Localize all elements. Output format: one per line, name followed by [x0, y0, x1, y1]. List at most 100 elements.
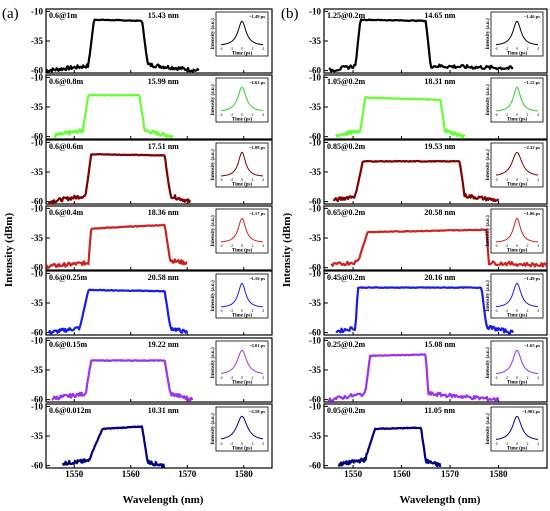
inset-tick-label: 0: [241, 376, 243, 380]
inset-y-label: Intensity (a.u.): [486, 413, 491, 445]
inset: ~1.16 ps Intensity (a.u.) Time (ps) -4 -2 0 2 4: [211, 273, 269, 319]
inset-fwhm-label: ~2.32 ps: [524, 145, 540, 150]
y-tick-label: -10: [309, 72, 321, 82]
inset-fwhm-label: ~1.16 ps: [249, 276, 265, 281]
bandwidth-label: 10.31 nm: [148, 406, 179, 415]
inset-pulse-trace: [220, 415, 264, 440]
inset: ~1.06 ps Intensity (a.u.) Time (ps) -4 -2 0 2 4: [486, 208, 544, 254]
subplot: -10 -35 -60 0.45@0.2m 20.16 nm ~1.49 ps Intens…: [309, 268, 548, 338]
inset-tick-label: 4: [537, 178, 539, 182]
bandwidth-label: 17.51 nm: [148, 142, 179, 151]
x-tick-label: 1580: [490, 469, 509, 479]
inset-frame: [490, 77, 544, 123]
spectrum-trace: [332, 159, 500, 203]
inset-tick-label: -4: [220, 47, 223, 51]
inset-tick-label: -4: [495, 178, 498, 182]
subplot: -10 -35 -60 0.6@1m 15.43 nm ~1.49 ps Intensity…: [31, 6, 273, 76]
inset-y-label: Intensity (a.u.): [486, 149, 491, 181]
inset-frame: [490, 273, 544, 319]
y-tick-label: -10: [31, 401, 43, 411]
inset-x-label: Time (ps): [232, 52, 253, 57]
inset-tick-label: 0: [241, 244, 243, 248]
y-tick-label: -60: [309, 328, 321, 338]
subplot: -10 -35 -60 1.25@0.2m 14.65 nm ~1.46 ps Intens…: [309, 6, 548, 76]
inset-tick-label: 0: [516, 178, 518, 182]
y-tick-label: -10: [31, 6, 43, 16]
bandwidth-label: 15.08 nm: [424, 340, 455, 349]
y-tick-label: -10: [309, 6, 321, 16]
inset-tick-label: -2: [505, 309, 508, 313]
inset-fwhm-label: ~1.46 ps: [524, 14, 540, 19]
subplot: -10 -35 -60 0.85@0.2m 19.53 nm ~2.32 ps Intens…: [309, 137, 548, 207]
inset-tick-label: -4: [220, 113, 223, 117]
y-tick-label: -60: [309, 461, 321, 471]
series-label: 0.6@0.25m: [49, 273, 87, 282]
inset-tick-label: 2: [527, 442, 529, 446]
y-tick-label: -60: [31, 395, 43, 405]
inset-tick-label: 2: [252, 442, 254, 446]
bandwidth-label: 18.31 nm: [424, 77, 455, 86]
inset-tick-label: 2: [527, 309, 529, 313]
inset-x-label: Time (ps): [232, 183, 253, 188]
inset: ~1.08 ps Intensity (a.u.) Time (ps) -4 -2 0 2 4: [211, 142, 269, 188]
inset-tick-label: 0: [516, 376, 518, 380]
y-tick-label: -10: [309, 137, 321, 147]
inset-x-label: Time (ps): [507, 183, 528, 188]
inset-fwhm-label: ~1.08 ps: [249, 145, 265, 150]
inset-y-label: Intensity (a.u.): [486, 84, 491, 116]
inset-tick-label: -2: [230, 113, 233, 117]
y-tick-label: -10: [31, 137, 43, 147]
inset-frame: [490, 142, 544, 188]
y-tick-label: -35: [31, 167, 43, 177]
inset-fwhm-label: ~1.17 ps: [249, 211, 265, 216]
inset-frame: [215, 340, 269, 386]
subplot: -10 -35 -60 0.6@0.25m 20.58 nm ~1.16 ps Intens…: [31, 268, 273, 338]
spectrum-trace: [328, 18, 514, 73]
y-axis-label-b: Intensity (dBm): [281, 213, 293, 288]
inset-pulse-trace: [220, 86, 264, 112]
series-label: 0.6@0.4m: [49, 208, 83, 217]
series-label: 0.6@0.8m: [49, 77, 83, 86]
subplot: -10 -35 -60 0.6@0.4m 18.36 nm ~1.17 ps Intensi…: [31, 203, 273, 273]
inset-frame: [215, 406, 269, 452]
spectrum-trace: [53, 93, 174, 139]
inset-fwhm-label: ~1.49 ps: [249, 14, 265, 19]
x-tick-label: 1570: [178, 469, 197, 479]
inset-tick-label: 4: [262, 376, 264, 380]
inset: ~2.32 ps Intensity (a.u.) Time (ps) -4 -2 0 2 4: [486, 142, 544, 188]
series-label: 0.65@0.2m: [327, 208, 365, 217]
inset-tick-label: 2: [527, 113, 529, 117]
bandwidth-label: 20.16 nm: [424, 273, 455, 282]
inset-x-label: Time (ps): [232, 249, 253, 254]
spectrum-trace: [47, 153, 192, 205]
inset-pulse-trace: [220, 282, 264, 308]
inset-fwhm-label: ~1.65 ps: [524, 343, 540, 348]
inset-tick-label: 2: [527, 178, 529, 182]
inset-pulse-trace: [495, 349, 539, 375]
inset-tick-label: 4: [262, 47, 264, 51]
y-tick-label: -35: [31, 365, 43, 375]
y-tick-label: -60: [309, 66, 321, 76]
inset-pulse-trace: [495, 282, 539, 308]
y-tick-label: -10: [309, 203, 321, 213]
inset-frame: [215, 273, 269, 319]
inset-fwhm-label: ~1.06 ps: [524, 211, 540, 216]
inset-tick-label: 4: [262, 244, 264, 248]
inset-tick-label: -2: [505, 47, 508, 51]
inset-fwhm-label: ~1.12 ps: [524, 80, 540, 85]
inset-y-label: Intensity (a.u.): [486, 18, 491, 50]
x-tick-label: 1560: [122, 469, 141, 479]
y-tick-label: -35: [31, 431, 43, 441]
inset-tick-label: -2: [505, 244, 508, 248]
y-tick-label: -35: [31, 36, 43, 46]
inset-tick-label: 0: [516, 244, 518, 248]
y-tick-label: -35: [31, 233, 43, 243]
y-tick-label: -35: [31, 102, 43, 112]
inset-frame: [490, 11, 544, 57]
y-tick-label: -60: [309, 395, 321, 405]
inset-tick-label: -2: [230, 442, 233, 446]
spectrum-trace: [51, 359, 194, 402]
inset-fwhm-label: ~1.903 ps: [522, 409, 540, 414]
bandwidth-label: 11.05 nm: [424, 406, 455, 415]
spectrum-trace: [337, 426, 442, 468]
